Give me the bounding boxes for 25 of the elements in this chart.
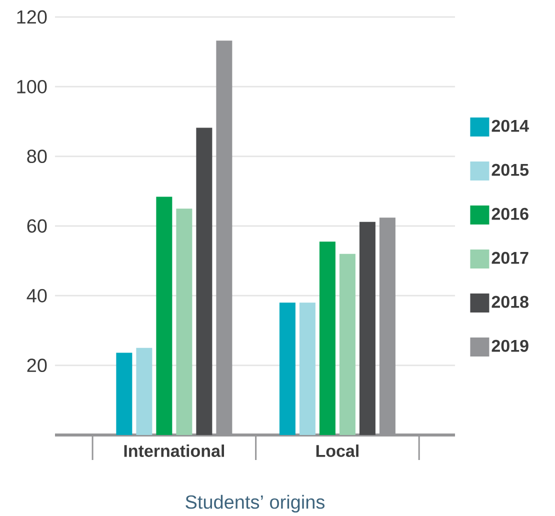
- bar: [319, 242, 336, 435]
- bar: [116, 352, 132, 435]
- bar: [196, 128, 212, 435]
- bar: [136, 348, 152, 435]
- legend-label: 2014: [492, 120, 529, 132]
- y-tick-label: 20: [27, 358, 47, 372]
- bar: [339, 254, 356, 435]
- bar: [176, 208, 192, 435]
- x-tick-label: Local: [316, 444, 358, 458]
- y-tick-label: 80: [27, 150, 47, 164]
- y-tick-label: 120: [17, 10, 47, 24]
- bar: [359, 222, 376, 435]
- y-tick-label: 40: [26, 288, 47, 302]
- x-tick-label: International: [124, 444, 224, 458]
- bar: [299, 302, 316, 435]
- legend-label: 2018: [492, 296, 528, 308]
- bar: [279, 302, 296, 435]
- legend-label: 2017: [492, 252, 528, 264]
- legend-label: 2019: [492, 340, 528, 352]
- bar: [156, 196, 172, 435]
- y-tick-label: 100: [17, 80, 47, 94]
- y-tick-label: 60: [27, 219, 47, 233]
- legend-label: 2015: [492, 164, 529, 176]
- legend-label: 2016: [492, 208, 528, 220]
- x-axis-title: Students’ origins: [186, 494, 325, 513]
